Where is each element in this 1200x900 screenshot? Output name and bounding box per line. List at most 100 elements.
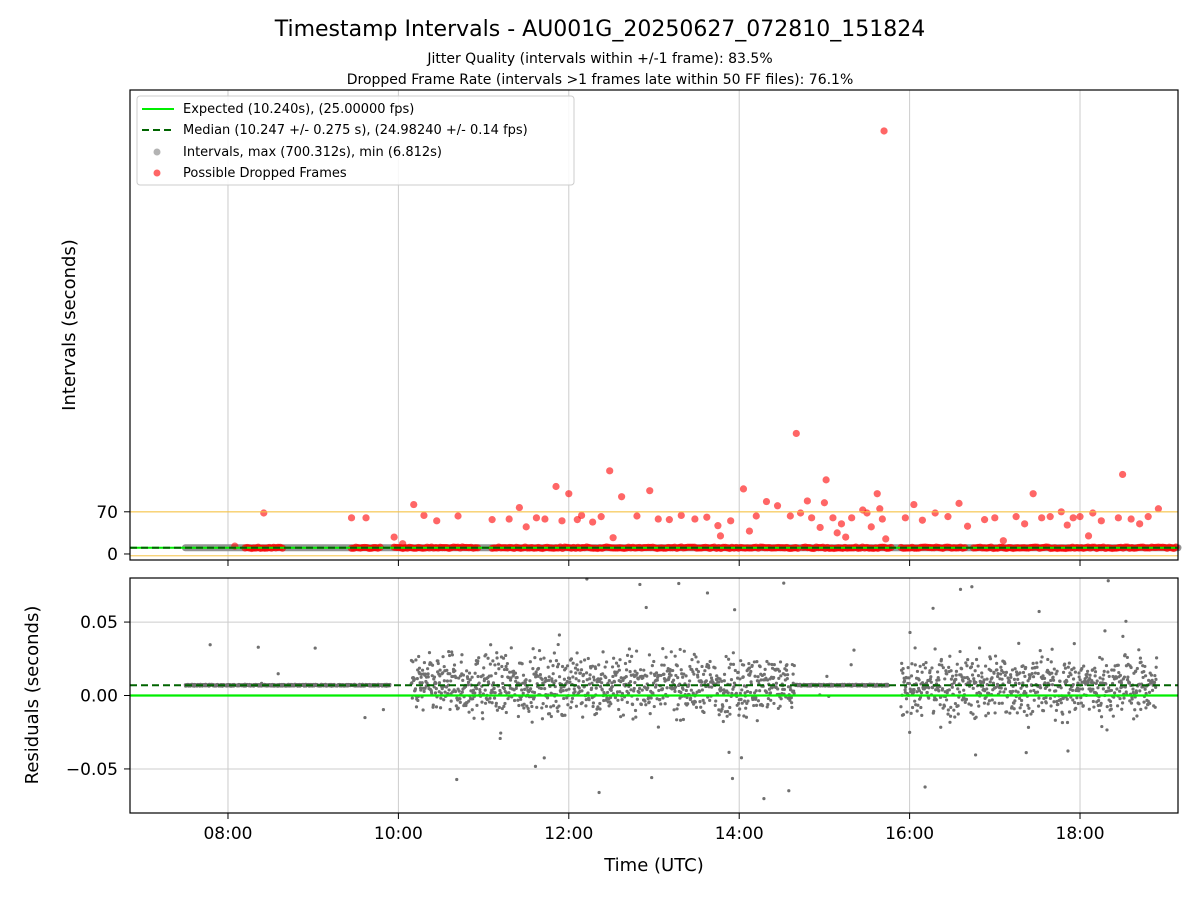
residual-point bbox=[1088, 677, 1092, 681]
residual-point bbox=[431, 703, 435, 707]
residual-point bbox=[1082, 664, 1086, 668]
residual-point bbox=[935, 670, 940, 674]
residual-point bbox=[499, 731, 503, 735]
residual-point bbox=[603, 665, 607, 669]
residual-point bbox=[1117, 670, 1121, 675]
residual-point bbox=[521, 691, 525, 695]
residual-point bbox=[417, 654, 421, 659]
residual-point bbox=[525, 685, 529, 689]
residual-point bbox=[559, 686, 563, 690]
residual-point bbox=[573, 666, 578, 670]
residual-point bbox=[754, 703, 759, 707]
residual-point bbox=[982, 701, 987, 705]
residual-point bbox=[675, 707, 679, 711]
residual-point bbox=[1022, 709, 1026, 714]
bottom-reference-lines bbox=[130, 684, 1178, 697]
residual-point bbox=[420, 681, 424, 685]
residual-point bbox=[557, 704, 561, 708]
residual-point bbox=[1152, 680, 1157, 684]
residual-point bbox=[1071, 698, 1075, 702]
top-ytick-label-0: 0 bbox=[107, 545, 118, 565]
residual-point bbox=[420, 668, 425, 672]
residual-point bbox=[659, 673, 663, 678]
residual-point bbox=[542, 656, 546, 660]
residual-point bbox=[648, 712, 652, 716]
residual-point bbox=[1107, 686, 1111, 690]
residual-point bbox=[958, 649, 962, 654]
residual-point bbox=[517, 703, 521, 708]
residual-point bbox=[1101, 687, 1105, 691]
residual-point bbox=[574, 671, 578, 675]
dropped-outlier-34 bbox=[716, 532, 725, 540]
residual-point bbox=[675, 718, 679, 722]
residual-point bbox=[749, 680, 753, 684]
residual-point bbox=[1018, 696, 1022, 700]
residual-point bbox=[445, 679, 450, 683]
residual-point bbox=[901, 712, 906, 717]
residual-point bbox=[490, 701, 494, 705]
residual-point bbox=[434, 681, 438, 685]
residual-point bbox=[925, 690, 929, 695]
residual-point bbox=[937, 689, 941, 693]
residual-point bbox=[495, 651, 499, 655]
residual-point bbox=[593, 666, 598, 671]
residual-point bbox=[1019, 698, 1024, 703]
residual-point bbox=[598, 701, 602, 706]
residual-point bbox=[592, 675, 596, 679]
residual-point bbox=[974, 715, 978, 719]
dropped-outlier-12 bbox=[515, 503, 523, 512]
residual-point bbox=[598, 707, 602, 711]
residual-point bbox=[456, 706, 460, 710]
residual-point bbox=[950, 682, 954, 687]
residual-point bbox=[1102, 669, 1106, 673]
residual-point bbox=[772, 675, 776, 680]
residual-point bbox=[626, 691, 631, 695]
dropped-outlier-71 bbox=[999, 537, 1007, 545]
residual-point bbox=[776, 687, 780, 691]
residual-point bbox=[613, 696, 618, 700]
residual-point bbox=[638, 582, 642, 587]
residual-point bbox=[950, 685, 954, 689]
dropped-outlier-20 bbox=[577, 511, 586, 520]
residual-point bbox=[948, 720, 952, 724]
top-axis-ticks: 0 70 bbox=[96, 503, 1081, 566]
residual-point bbox=[501, 656, 506, 660]
residual-point bbox=[1036, 704, 1041, 708]
residual-point bbox=[564, 688, 568, 692]
residual-point bbox=[1067, 691, 1071, 695]
intervals-plot: Intervals (seconds) 0 70 Expected (10.240… bbox=[59, 89, 1182, 566]
residual-point bbox=[1071, 677, 1076, 681]
residual-point bbox=[492, 686, 496, 690]
bottom-xtick-label-1: 10:00 bbox=[374, 824, 423, 844]
residual-point bbox=[998, 690, 1002, 694]
residual-point bbox=[438, 674, 442, 678]
residual-point bbox=[533, 764, 538, 768]
residual-point bbox=[481, 717, 485, 721]
residual-point bbox=[495, 708, 500, 712]
residual-point bbox=[1029, 712, 1033, 716]
residual-point bbox=[565, 696, 569, 700]
residual-point bbox=[1049, 704, 1053, 708]
residual-point bbox=[949, 669, 953, 673]
residual-point bbox=[691, 691, 695, 695]
residual-point bbox=[689, 688, 693, 692]
residual-point bbox=[655, 678, 659, 682]
residual-point bbox=[698, 700, 702, 704]
residual-point bbox=[1086, 669, 1090, 673]
residual-point bbox=[970, 585, 974, 589]
residual-point bbox=[548, 659, 553, 663]
residual-point bbox=[744, 715, 749, 719]
residual-point bbox=[634, 649, 639, 653]
residual-point bbox=[1051, 675, 1055, 679]
residual-point bbox=[614, 661, 619, 665]
residual-point bbox=[457, 689, 461, 693]
residual-point bbox=[679, 668, 683, 672]
residual-point bbox=[524, 678, 528, 682]
residual-point bbox=[1066, 665, 1070, 669]
residual-point bbox=[600, 681, 604, 685]
residual-point bbox=[1091, 681, 1096, 685]
residual-point bbox=[949, 705, 953, 710]
residual-point bbox=[535, 705, 539, 709]
residual-point bbox=[991, 681, 996, 685]
residual-point bbox=[530, 704, 534, 709]
